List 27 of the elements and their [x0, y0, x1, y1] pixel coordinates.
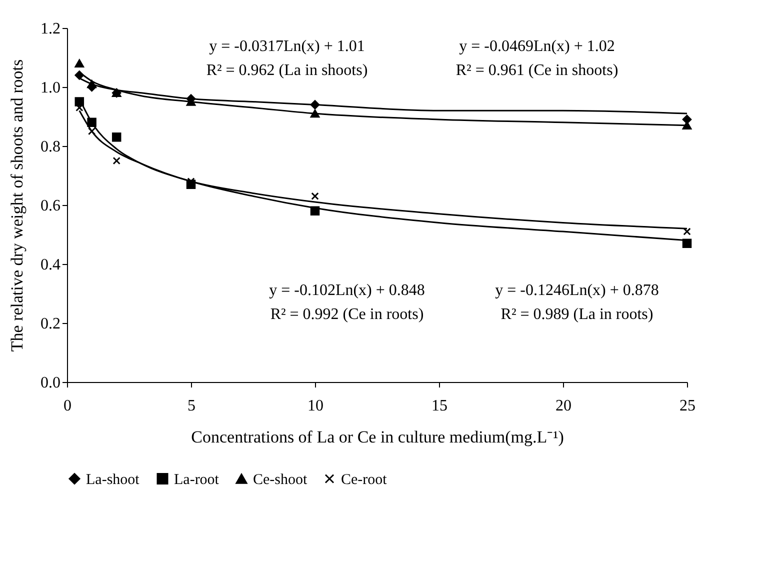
y-tick-label: 0.4	[40, 256, 60, 274]
annotation: R² = 0.961 (Ce in shoots)	[456, 62, 618, 79]
annotation: R² = 0.962 (La in shoots)	[206, 62, 368, 79]
y-tick-label: 1.0	[40, 80, 60, 96]
legend-label: La-shoot	[86, 472, 140, 488]
annotation: R² = 0.992 (Ce in roots)	[270, 306, 424, 323]
annotation: y = -0.102Ln(x) + 0.848	[269, 282, 425, 299]
x-tick-label: 10	[308, 398, 324, 414]
y-tick-label: 0.8	[40, 138, 60, 156]
legend-label: Ce-shoot	[253, 472, 308, 488]
x-tick-label: 25	[680, 398, 696, 414]
legend-label: La-root	[174, 472, 220, 488]
x-axis-title: Concentrations of La or Ce in culture medium(mg.L⁻¹)	[191, 428, 564, 446]
annotation: y = -0.1246Ln(x) + 0.878	[495, 282, 659, 299]
y-tick-label: 0.6	[40, 198, 60, 214]
x-tick-label: 20	[556, 398, 572, 414]
annotation: y = -0.0317Ln(x) + 1.01	[209, 38, 365, 55]
y-axis-title: The relative dry weight of shoots and roots	[8, 59, 26, 352]
annotation: y = -0.0469Ln(x) + 1.02	[459, 38, 615, 55]
legend-label: Ce-root	[341, 472, 388, 488]
y-tick-label: 0.0	[40, 374, 60, 392]
x-tick-label: 15	[432, 398, 448, 414]
annotation: R² = 0.989 (La in roots)	[500, 306, 654, 323]
x-tick-label: 5	[188, 398, 196, 414]
x-tick-label: 0	[64, 398, 72, 414]
y-tick-label: 1.2	[40, 20, 60, 38]
y-tick-label: 0.2	[40, 316, 60, 332]
